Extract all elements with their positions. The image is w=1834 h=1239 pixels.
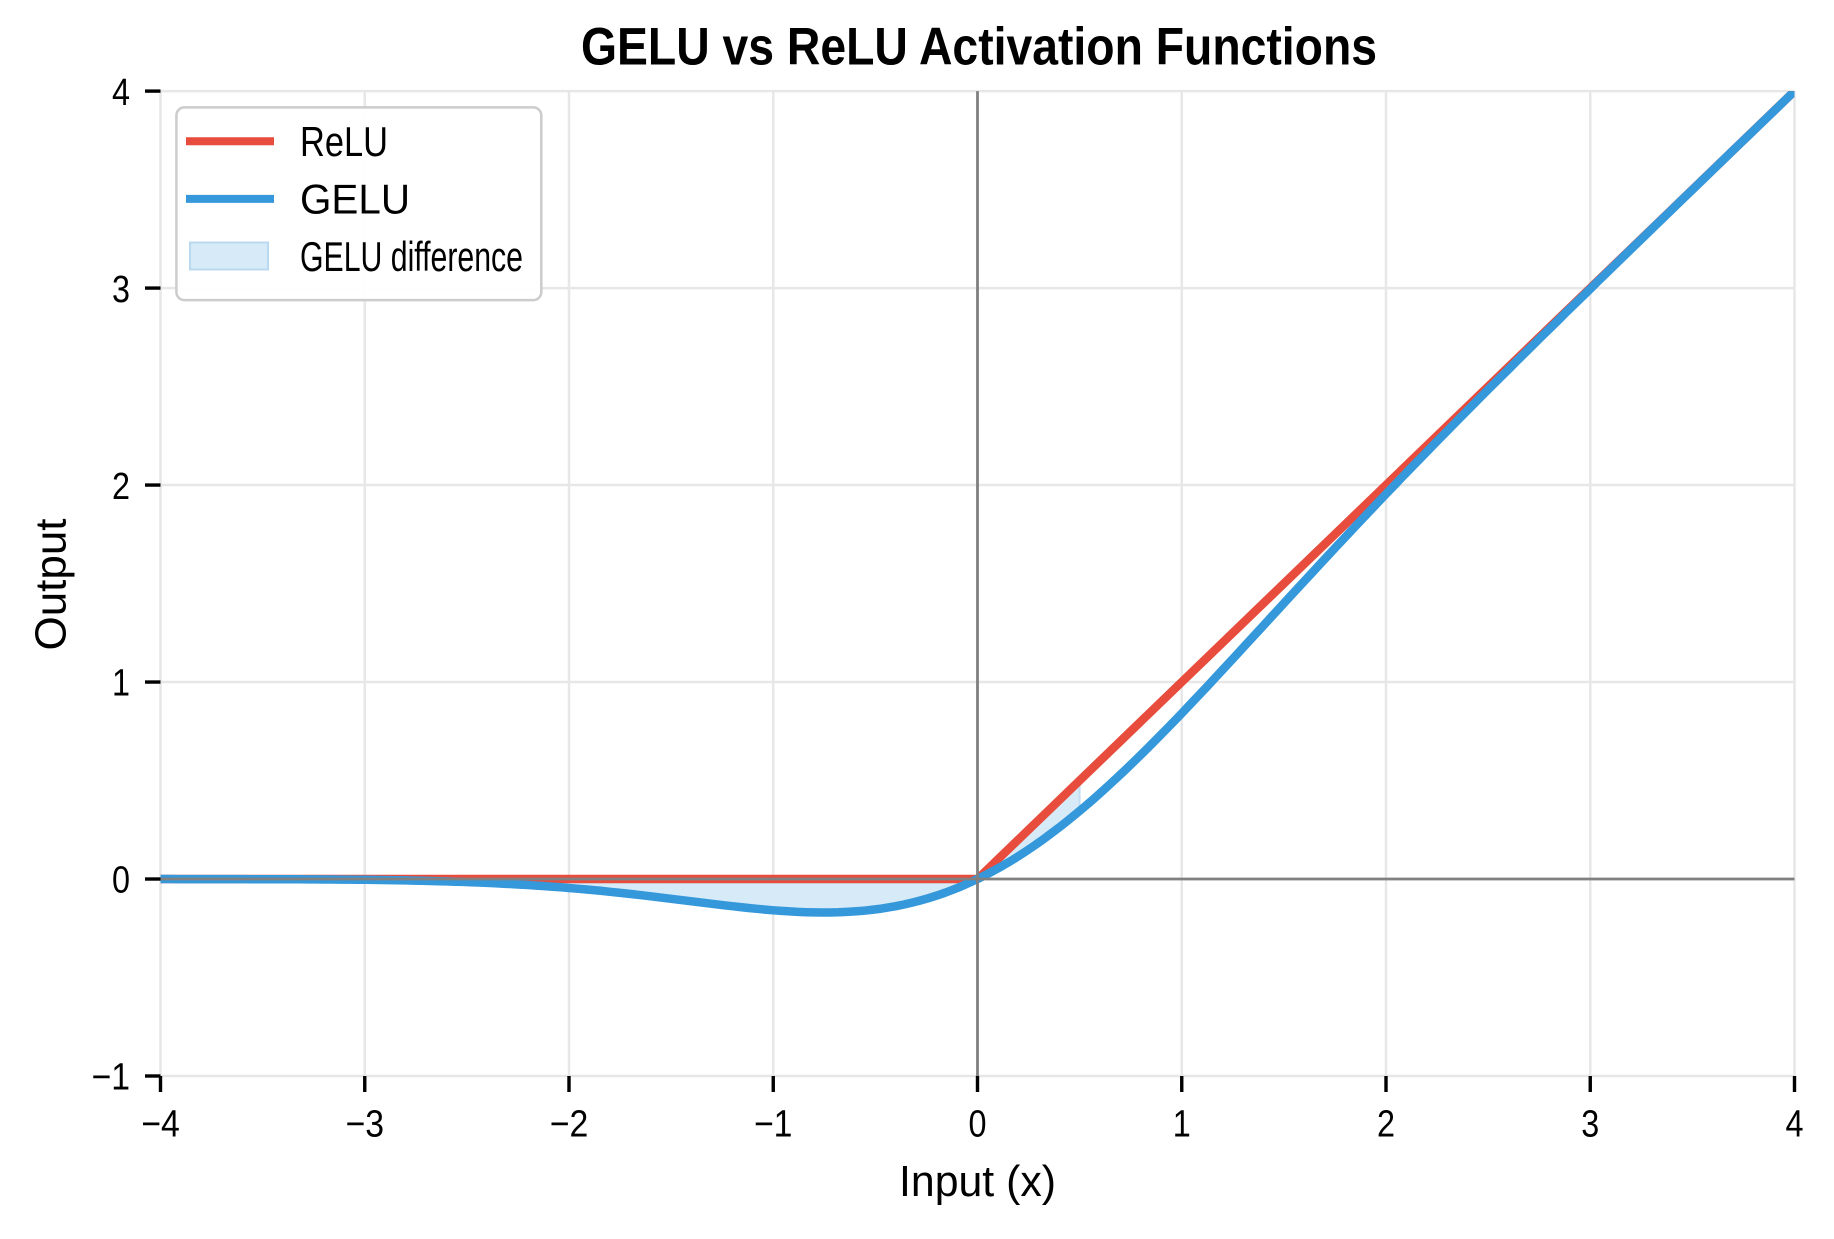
svg-text:−4: −4 <box>141 1104 180 1146</box>
svg-text:GELU: GELU <box>300 176 410 223</box>
svg-text:3: 3 <box>112 269 130 311</box>
svg-text:0: 0 <box>969 1104 987 1146</box>
svg-text:−2: −2 <box>550 1104 589 1146</box>
svg-text:−3: −3 <box>346 1104 385 1146</box>
svg-text:ReLU: ReLU <box>300 118 388 165</box>
svg-text:2: 2 <box>1377 1104 1395 1146</box>
svg-text:1: 1 <box>1173 1104 1191 1146</box>
svg-text:−1: −1 <box>754 1104 793 1146</box>
svg-text:GELU vs ReLU Activation Functi: GELU vs ReLU Activation Functions <box>581 17 1377 76</box>
svg-text:0: 0 <box>112 860 130 902</box>
svg-text:Output: Output <box>27 519 76 651</box>
svg-text:4: 4 <box>112 72 130 114</box>
svg-text:Input (x): Input (x) <box>899 1157 1056 1206</box>
svg-text:GELU difference: GELU difference <box>300 233 523 280</box>
svg-text:1: 1 <box>112 663 130 705</box>
svg-text:2: 2 <box>112 466 130 508</box>
svg-text:4: 4 <box>1786 1104 1804 1146</box>
svg-text:−1: −1 <box>92 1057 131 1099</box>
svg-text:3: 3 <box>1581 1104 1599 1146</box>
